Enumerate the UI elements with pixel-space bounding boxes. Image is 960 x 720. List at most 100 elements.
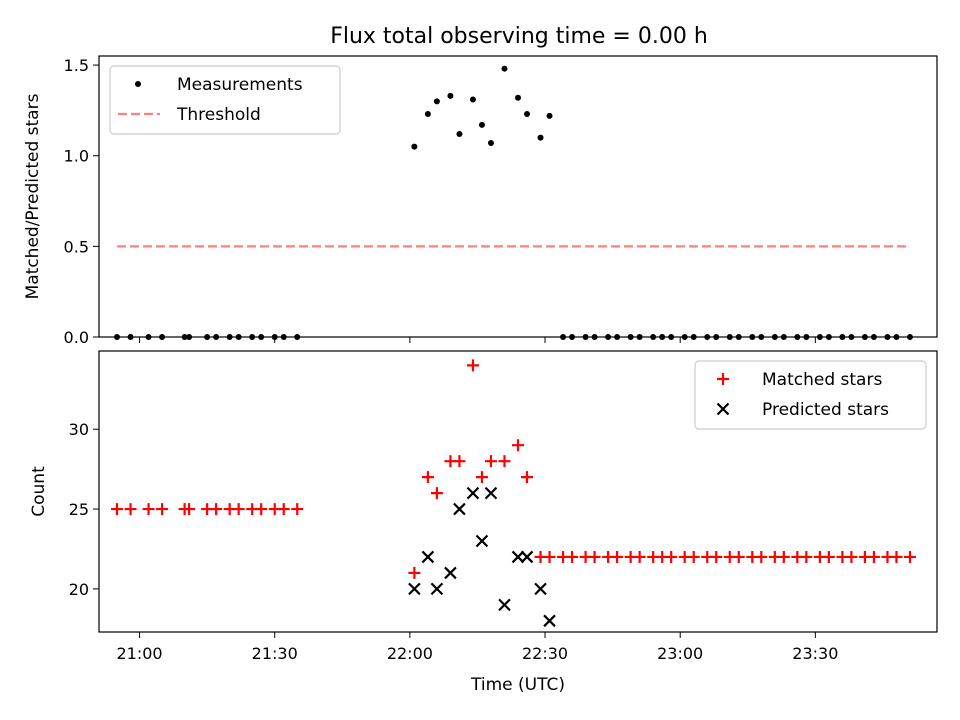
measurement-point <box>681 334 688 340</box>
matched-star-point <box>687 550 700 563</box>
measurement-point <box>515 94 521 101</box>
measurement-point <box>816 334 823 340</box>
measurement-point <box>469 96 476 103</box>
x-tick-label: 21:00 <box>116 644 162 663</box>
x-tick-label: 22:00 <box>387 644 433 663</box>
chart-title: Flux total observing time = 0.00 h <box>330 24 708 49</box>
y-tick-label: 0.5 <box>64 237 89 256</box>
matched-star-point <box>255 503 268 516</box>
predicted-star-point <box>543 614 556 628</box>
predicted-star-point <box>475 534 489 548</box>
predicted-star-point <box>430 582 444 596</box>
matched-star-point <box>521 471 534 484</box>
matched-star-point <box>484 455 497 468</box>
measurement-point <box>825 334 832 340</box>
measurement-point <box>848 334 855 340</box>
measurement-point <box>226 334 233 340</box>
legend: Matched stars Predicted stars <box>694 360 927 430</box>
matched-star-point <box>588 550 601 563</box>
matched-star-point <box>111 503 124 516</box>
measurement-point <box>433 98 440 105</box>
measurement-point <box>159 334 166 340</box>
y-tick-label: 20 <box>69 580 89 599</box>
matched-star-point <box>512 439 524 452</box>
matched-star-point <box>498 455 511 468</box>
predicted-star-point <box>484 486 498 500</box>
measurement-point <box>582 334 589 340</box>
matched-star-point <box>890 550 903 563</box>
measurement-point <box>501 65 508 72</box>
matched-star-point <box>777 550 790 563</box>
matched-star-point <box>453 455 466 468</box>
measurement-point <box>145 334 152 340</box>
matched-star-point <box>822 550 835 563</box>
matched-star-point <box>291 503 304 516</box>
measurement-point <box>114 334 121 340</box>
predicted-star-point <box>421 550 435 564</box>
measurement-point <box>546 112 553 119</box>
matched-star-point <box>183 503 196 516</box>
measurement-point <box>478 121 485 128</box>
legend-box <box>109 65 341 135</box>
matched-star-point <box>800 550 813 563</box>
matched-star-point <box>867 550 880 563</box>
measurement-point <box>487 140 494 147</box>
matched-star-point <box>665 550 678 563</box>
x-tick-label: 23:30 <box>792 644 838 663</box>
matched-star-point <box>633 550 646 563</box>
measurement-point <box>524 111 531 118</box>
measurement-point <box>668 334 675 340</box>
measurement-point <box>235 334 242 340</box>
measurement-point <box>411 143 418 150</box>
measurement-point <box>861 334 868 340</box>
matched-star-point <box>124 503 137 516</box>
x-axis-label: Time (UTC) <box>470 675 565 695</box>
measurement-point <box>713 334 720 340</box>
measurement-point <box>839 334 846 340</box>
matched-star-point <box>611 550 624 563</box>
measurement-point <box>258 334 265 340</box>
measurement-point <box>127 334 134 340</box>
legend-plus-marker <box>717 373 729 385</box>
bottom-panel: 20 25 30 21:00 21:30 22:00 22:30 23:00 23:30 Coun… <box>29 350 938 663</box>
measurement-point <box>424 111 431 118</box>
measurement-point <box>780 334 787 340</box>
legend-label: Measurements <box>177 75 303 95</box>
measurement-point <box>186 334 193 340</box>
measurement-point <box>213 334 220 340</box>
measurement-point <box>627 334 634 340</box>
matched-star-point <box>466 359 479 372</box>
matched-star-point <box>430 487 443 500</box>
measurement-point <box>771 334 778 340</box>
y-tick-label: 1.5 <box>64 56 89 75</box>
predicted-star-point <box>498 598 511 612</box>
measurement-point <box>294 334 301 340</box>
measurement-point <box>803 334 810 340</box>
y-axis-label: Count <box>29 466 49 517</box>
matched-star-point <box>210 503 223 516</box>
measurement-point <box>726 334 733 340</box>
predicted-star-point <box>444 566 457 580</box>
predicted-star-point <box>453 502 466 516</box>
measurement-point <box>884 334 891 340</box>
y-axis-label: Matched/Predicted stars <box>23 93 43 299</box>
measurement-point <box>605 334 612 340</box>
axes-frame <box>98 55 938 338</box>
matched-star-point <box>475 471 488 484</box>
measurement-point <box>906 334 913 340</box>
matched-star-point <box>845 550 858 563</box>
measurement-point <box>893 334 900 340</box>
predicted-star-point <box>534 582 547 596</box>
measurement-point <box>870 334 877 340</box>
legend-label: Matched stars <box>762 370 882 390</box>
measurement-point <box>271 334 278 340</box>
measurement-point <box>280 334 287 340</box>
predicted-star-point <box>511 550 525 564</box>
measurement-point <box>758 334 765 340</box>
measurement-point <box>537 134 544 141</box>
x-tick-label: 23:00 <box>657 644 703 663</box>
matched-star-point <box>232 503 245 516</box>
legend-x-marker <box>716 402 730 416</box>
measurement-point <box>704 334 711 340</box>
